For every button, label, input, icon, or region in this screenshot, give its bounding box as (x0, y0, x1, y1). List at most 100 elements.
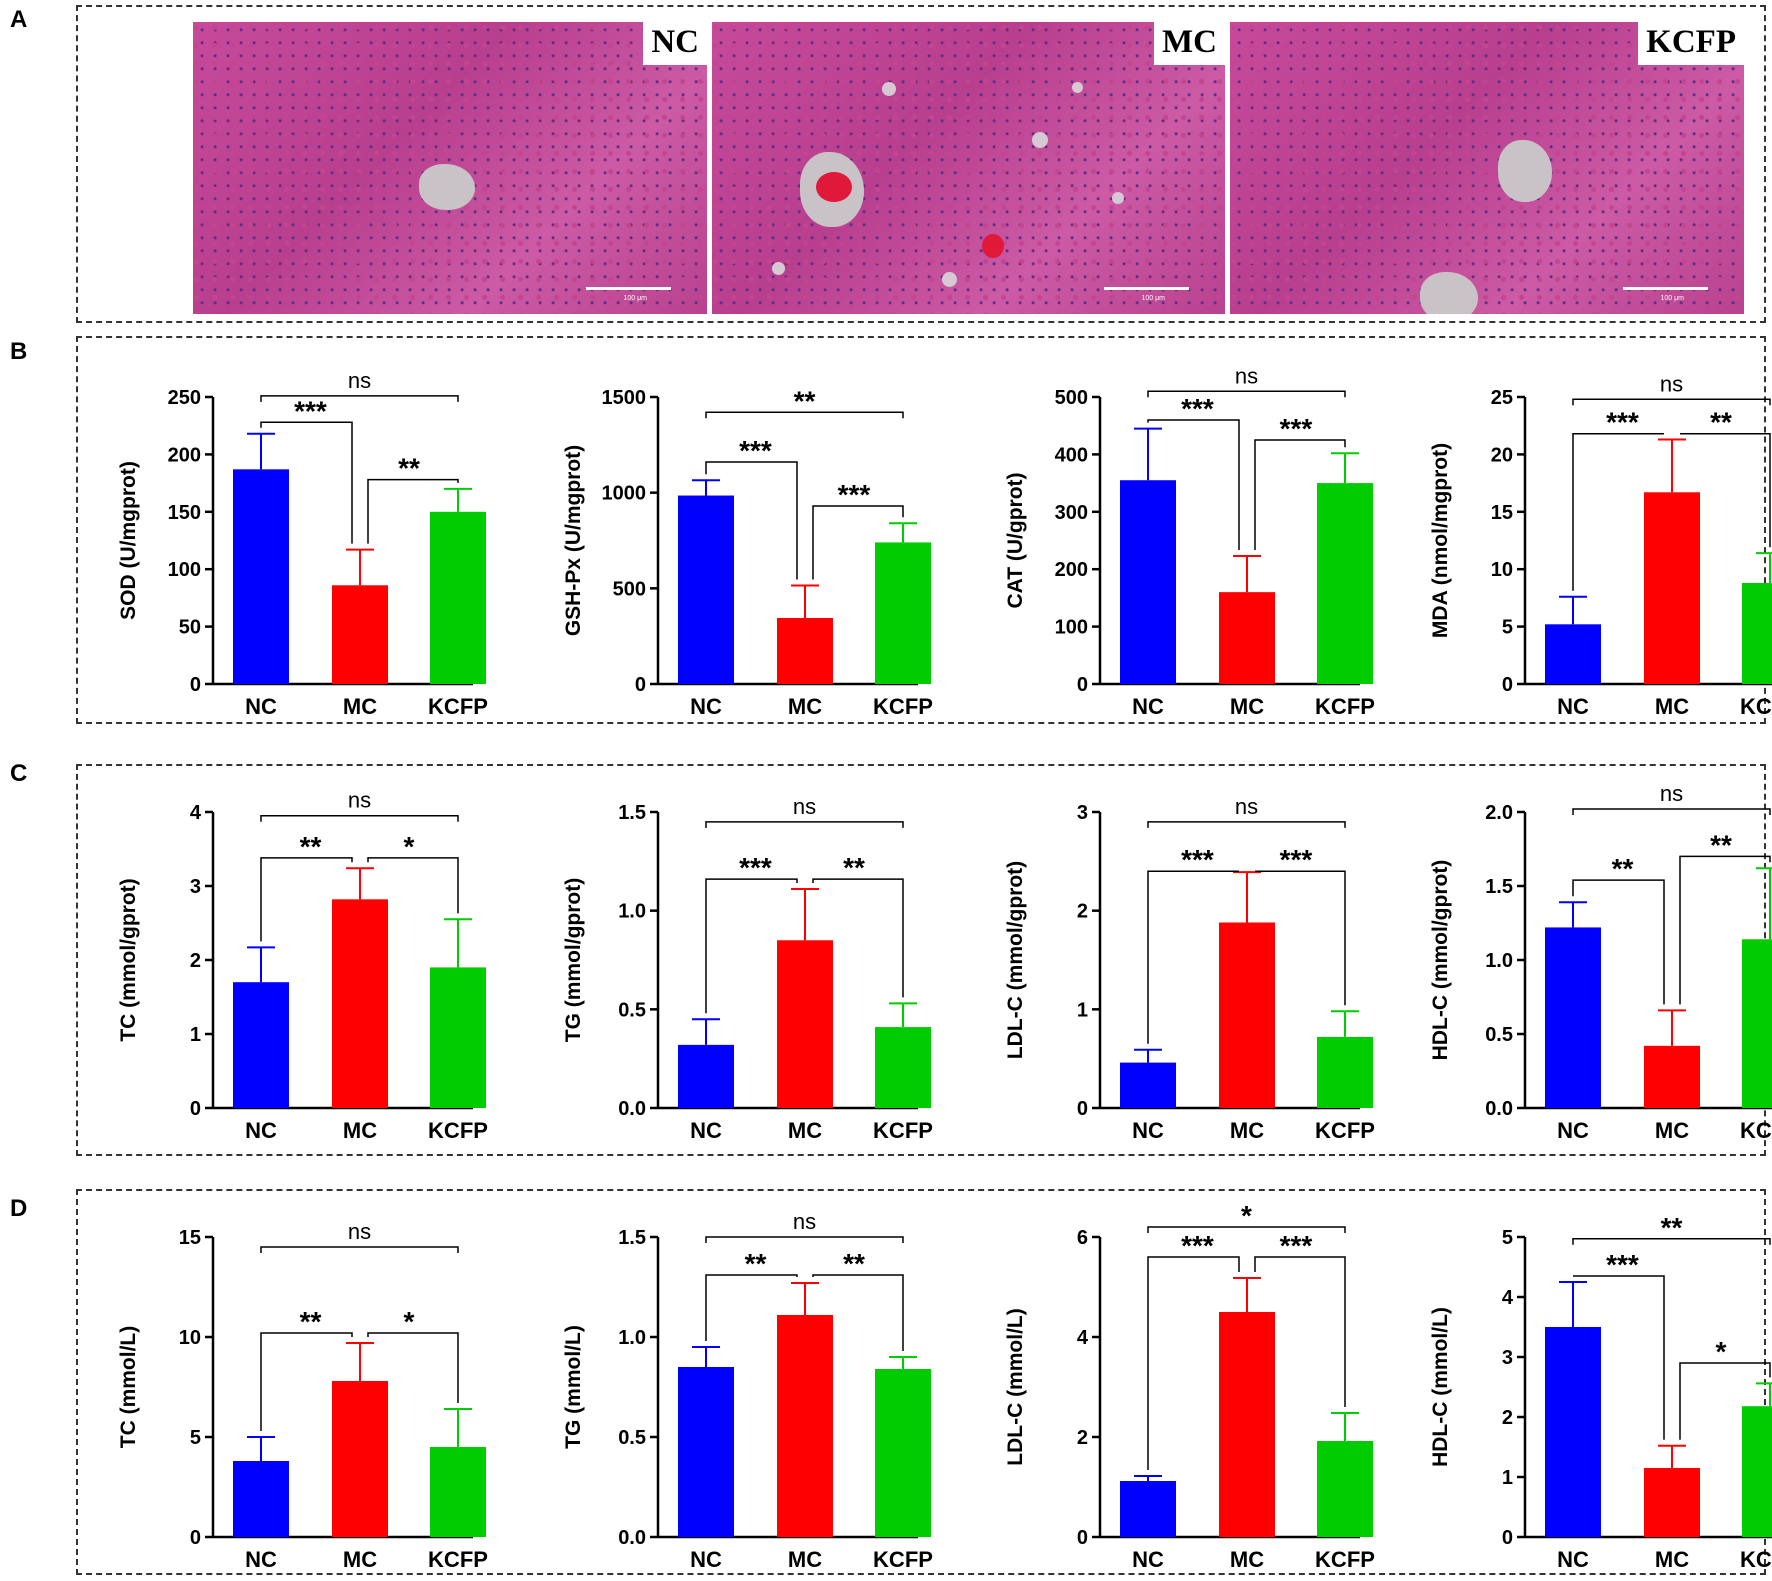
significance-bracket (1254, 439, 1346, 550)
scale-bar (1104, 287, 1189, 290)
significance-bracket (1147, 390, 1346, 398)
significance-bracket (812, 1274, 904, 1351)
x-tick-label: MC (788, 1118, 822, 1143)
x-tick-label: MC (1655, 1547, 1689, 1572)
significance-bracket (260, 857, 353, 942)
x-tick-label: MC (1230, 694, 1264, 719)
scale-bar (1623, 287, 1708, 290)
scale-text: 100 μm (1660, 295, 1685, 302)
bar-kcfp (1742, 582, 1772, 684)
y-axis-label: TC (mmol/gprot) (117, 878, 140, 1041)
x-tick-label: KCFP (428, 1118, 488, 1143)
x-tick-label: MC (343, 694, 377, 719)
significance-label: *** (1606, 1249, 1639, 1280)
y-tick-label: 2.0 (1485, 802, 1513, 824)
y-tick-label: 300 (1055, 502, 1088, 524)
y-tick-label: 20 (1491, 444, 1513, 466)
y-tick-label: 250 (168, 387, 201, 409)
bar-mc (1644, 492, 1700, 684)
bar-mc (332, 899, 388, 1108)
significance-bracket (260, 421, 353, 544)
x-tick-label: NC (245, 1118, 277, 1143)
bar-chart-b-3: 0 100 200 300 400 500 CAT (U/gprot) NC MC KCFP ***… (1004, 363, 1375, 719)
micrograph-label: MC (1154, 22, 1225, 65)
panel-a-frame: NC 100 μm MC 100 μm KCFP 100 μm (76, 5, 1766, 323)
x-tick-label: NC (1557, 1547, 1589, 1572)
x-tick-label: NC (1557, 1118, 1589, 1143)
bar-nc (1545, 927, 1601, 1108)
significance-bracket (1572, 1238, 1771, 1245)
bar-kcfp (430, 967, 486, 1108)
significance-label: ns (348, 1219, 371, 1244)
scale-text: 100 μm (623, 295, 648, 302)
x-tick-label: KCFP (873, 694, 933, 719)
bar-mc (1219, 1312, 1275, 1537)
y-tick-label: 1.5 (618, 802, 646, 824)
y-axis-label: TG (mmol/L) (562, 1325, 585, 1449)
significance-label: ** (1612, 853, 1634, 884)
y-tick-label: 3 (190, 876, 201, 898)
lipid-droplet (772, 262, 785, 275)
y-tick-label: 0.5 (618, 1427, 646, 1449)
x-tick-label: KCFP (1315, 1118, 1375, 1143)
y-tick-label: 3 (1077, 802, 1088, 824)
y-tick-label: 0 (190, 674, 201, 696)
x-tick-label: KCFP (428, 1547, 488, 1572)
bar-mc (332, 585, 388, 684)
significance-label: *** (294, 395, 327, 426)
x-tick-label: NC (1132, 1118, 1164, 1143)
significance-label: ns (1660, 371, 1683, 396)
significance-label: * (1241, 1200, 1252, 1231)
y-tick-label: 0.0 (618, 1527, 646, 1549)
significance-label: *** (739, 435, 772, 466)
y-tick-label: 150 (168, 502, 201, 524)
y-tick-label: 0 (1502, 1527, 1513, 1549)
significance-bracket (1147, 870, 1239, 1044)
significance-bracket (367, 478, 459, 544)
y-tick-label: 0.0 (618, 1098, 646, 1120)
significance-label: ** (843, 852, 865, 883)
x-tick-label: MC (788, 694, 822, 719)
x-tick-label: MC (1655, 694, 1689, 719)
bar-mc (777, 940, 833, 1108)
bar-kcfp (1742, 939, 1772, 1108)
significance-bracket (1679, 855, 1771, 1005)
significance-bracket (705, 411, 904, 419)
bar-nc (1545, 624, 1601, 684)
y-axis-label: HDL-C (mmol/L) (1429, 1307, 1452, 1467)
scale-bar (586, 287, 671, 290)
y-tick-label: 1 (1077, 999, 1088, 1021)
y-tick-label: 1.0 (618, 901, 646, 923)
bar-kcfp (1742, 1406, 1772, 1537)
y-tick-label: 4 (190, 802, 202, 824)
significance-bracket (260, 1332, 353, 1431)
significance-label: *** (1181, 844, 1214, 875)
bar-nc (1120, 1062, 1176, 1108)
significance-label: ** (300, 831, 322, 862)
significance-bracket (705, 1236, 904, 1243)
y-tick-label: 4 (1502, 1287, 1514, 1309)
significance-label: *** (1181, 393, 1214, 424)
significance-bracket (1147, 1256, 1240, 1470)
micrograph-kcfp: KCFP 100 μm (1230, 22, 1744, 314)
y-tick-label: 2 (1077, 901, 1088, 923)
y-tick-label: 1.0 (1485, 950, 1513, 972)
y-tick-label: 10 (1491, 559, 1513, 581)
bar-nc (233, 982, 289, 1108)
y-tick-label: 3 (1502, 1347, 1513, 1369)
significance-bracket (1572, 432, 1664, 591)
bar-nc (1545, 1327, 1601, 1537)
y-tick-label: 25 (1491, 387, 1513, 409)
y-tick-label: 5 (1502, 617, 1513, 639)
x-tick-label: MC (343, 1118, 377, 1143)
bar-kcfp (1317, 1441, 1373, 1537)
y-tick-label: 1 (190, 1024, 201, 1046)
red-blood-cells (982, 234, 1004, 258)
y-tick-label: 1500 (602, 387, 647, 409)
significance-bracket (812, 878, 904, 998)
significance-label: ** (300, 1306, 322, 1337)
x-tick-label: KCFP (1740, 1118, 1772, 1143)
significance-bracket (1572, 808, 1771, 816)
